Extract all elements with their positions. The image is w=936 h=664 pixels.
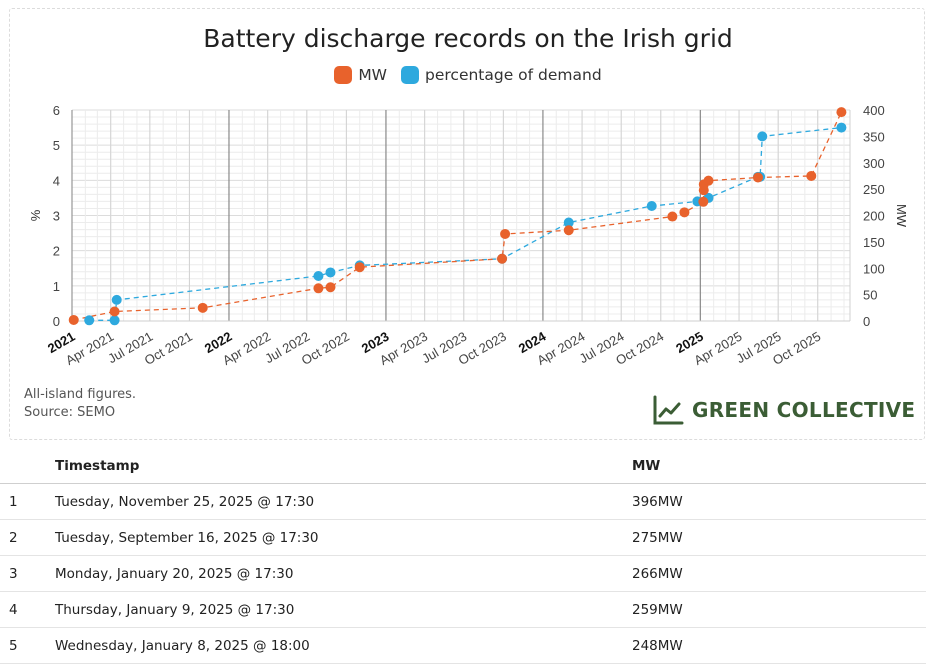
y-right-tick-label: 0 — [863, 314, 870, 329]
brand-logo: GREEN COLLECTIVE — [652, 394, 915, 426]
table-row: 4 Thursday, January 9, 2025 @ 17:30 259M… — [0, 591, 926, 628]
data-point-mw — [667, 211, 678, 222]
chart-title: Battery discharge records on the Irish g… — [203, 24, 733, 53]
header-index — [0, 448, 54, 484]
data-point-mw — [497, 253, 508, 264]
data-point-mw — [698, 196, 709, 207]
y-right-tick-label: 150 — [863, 235, 885, 250]
row-index: 1 — [0, 483, 54, 520]
data-point-percentage — [646, 201, 657, 212]
data-point-mw — [500, 228, 511, 239]
data-point-percentage — [84, 315, 95, 326]
data-point-mw — [806, 170, 817, 181]
y-left-tick-label: 6 — [53, 103, 60, 118]
data-point-mw — [325, 282, 336, 293]
data-point-mw — [563, 225, 574, 236]
table-row: 1 Tuesday, November 25, 2025 @ 17:30 396… — [0, 483, 926, 520]
row-mw: 248MW — [631, 627, 926, 664]
records-table: Timestamp MW 1 Tuesday, November 25, 202… — [0, 448, 926, 664]
y-right-tick-label: 250 — [863, 182, 885, 197]
data-point-mw — [68, 314, 79, 325]
y-right-tick-label: 50 — [863, 288, 877, 303]
data-point-percentage — [109, 315, 120, 326]
table-row: 3 Monday, January 20, 2025 @ 17:30 266MW — [0, 555, 926, 592]
legend-swatch-mw — [334, 66, 353, 84]
note-source: Source: SEMO — [24, 405, 116, 420]
chart-notes: All-island figures. Source: SEMO — [24, 386, 136, 422]
data-point-percentage — [836, 122, 847, 133]
row-timestamp: Thursday, January 9, 2025 @ 17:30 — [54, 591, 631, 628]
y-left-tick-label: 1 — [53, 279, 60, 294]
data-point-mw — [354, 262, 365, 273]
y-left-tick-label: 5 — [53, 138, 60, 153]
legend-item-mw[interactable]: MW — [334, 66, 387, 84]
y-right-tick-label: 200 — [863, 209, 885, 224]
row-index: 2 — [0, 519, 54, 556]
data-point-percentage — [313, 270, 324, 281]
chart-legend: MW percentage of demand — [0, 66, 936, 84]
y-left-tick-label: 4 — [53, 173, 60, 188]
y-right-tick-label: 350 — [863, 129, 885, 144]
brand-name: GREEN COLLECTIVE — [692, 398, 916, 422]
table-row: 2 Tuesday, September 16, 2025 @ 17:30 27… — [0, 519, 926, 556]
data-point-mw — [752, 172, 763, 183]
y-left-tick-label: 0 — [53, 314, 60, 329]
header-timestamp[interactable]: Timestamp — [54, 448, 631, 484]
data-point-mw — [679, 207, 690, 218]
row-timestamp: Tuesday, September 16, 2025 @ 17:30 — [54, 519, 631, 556]
y-left-tick-label: 3 — [53, 209, 60, 224]
data-point-mw — [197, 302, 208, 313]
row-mw: 396MW — [631, 483, 926, 520]
legend-label-percentage: percentage of demand — [425, 66, 602, 84]
data-point-mw — [109, 306, 120, 317]
y-right-axis-label: MW — [894, 204, 909, 228]
y-left-axis-label: % — [28, 209, 43, 221]
note-scope: All-island figures. — [24, 387, 137, 402]
row-timestamp: Tuesday, November 25, 2025 @ 17:30 — [54, 483, 631, 520]
legend-label-mw: MW — [358, 66, 388, 84]
legend-item-percentage[interactable]: percentage of demand — [401, 66, 602, 84]
data-point-percentage — [111, 294, 122, 305]
row-timestamp: Wednesday, January 8, 2025 @ 18:00 — [54, 627, 631, 664]
y-right-tick-label: 400 — [863, 103, 885, 118]
series-line-mw — [73, 111, 842, 321]
row-mw: 259MW — [631, 591, 926, 628]
y-left-tick-label: 2 — [53, 244, 60, 259]
header-mw[interactable]: MW — [631, 448, 926, 484]
row-index: 3 — [0, 555, 54, 592]
series-line-percentage — [89, 126, 842, 321]
y-right-tick-label: 300 — [863, 156, 885, 171]
legend-swatch-percentage — [401, 66, 420, 84]
table-row: 5 Wednesday, January 8, 2025 @ 18:00 248… — [0, 627, 926, 664]
y-right-tick-label: 100 — [863, 261, 885, 276]
chart-card — [9, 8, 925, 440]
data-point-percentage — [757, 131, 768, 142]
row-index: 5 — [0, 627, 54, 664]
chart-trend-icon — [653, 395, 684, 425]
data-point-mw — [836, 107, 847, 118]
table-header-row: Timestamp MW — [0, 448, 926, 484]
data-point-percentage — [325, 267, 336, 278]
data-point-mw — [313, 283, 324, 294]
row-index: 4 — [0, 591, 54, 628]
row-timestamp: Monday, January 20, 2025 @ 17:30 — [54, 555, 631, 592]
data-point-percentage — [563, 217, 574, 228]
data-point-mw — [703, 175, 714, 186]
row-mw: 266MW — [631, 555, 926, 592]
row-mw: 275MW — [631, 519, 926, 556]
